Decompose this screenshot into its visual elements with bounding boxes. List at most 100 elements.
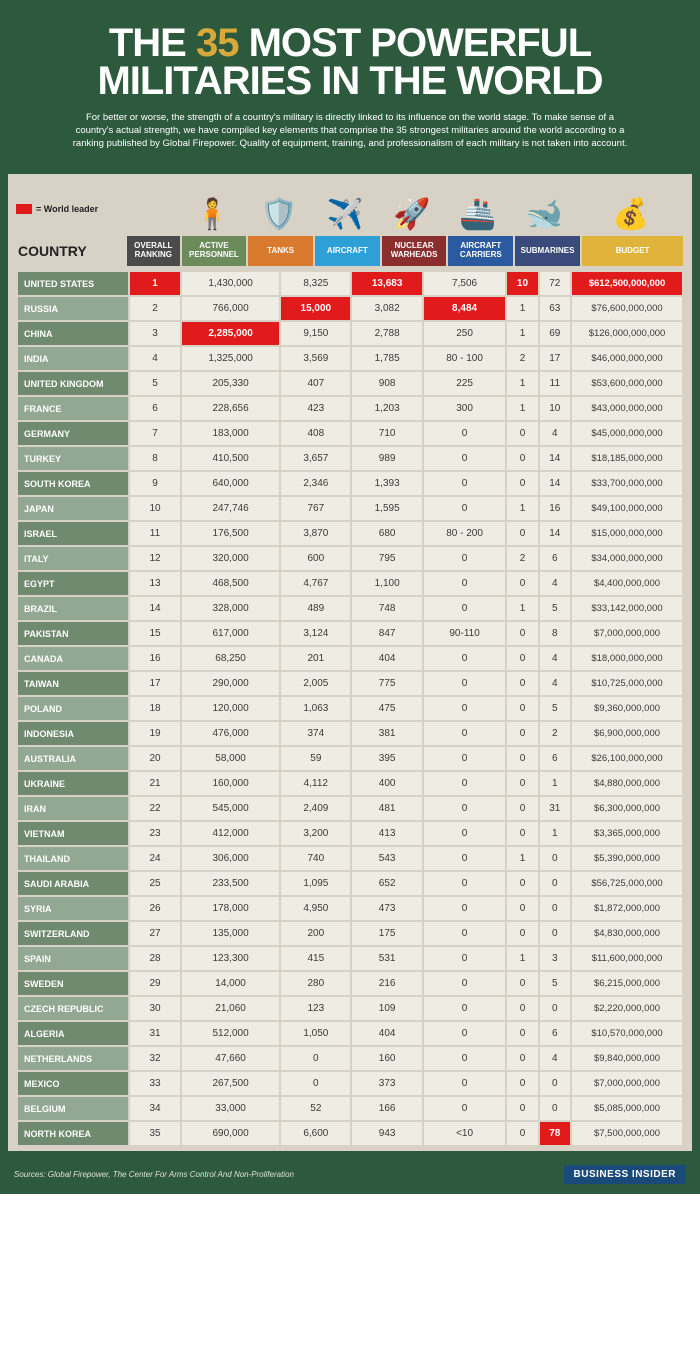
table-row: SAUDI ARABIA25233,5001,095652000$56,725,… (18, 872, 682, 895)
cell-subs: 8 (540, 622, 570, 645)
icon-row: = World leader 🧍🛡️✈️🚀🚢🐋💰 (16, 184, 684, 232)
cell-tanks: 3,200 (281, 822, 350, 845)
cell-carriers: 0 (507, 572, 537, 595)
col-head-aircraft: AIRCRAFT (315, 236, 380, 266)
cell-tanks: 2,346 (281, 472, 350, 495)
cell-budget: $3,365,000,000 (572, 822, 682, 845)
cell-tanks: 767 (281, 497, 350, 520)
country-header: COUNTRY (16, 236, 126, 266)
cell-warheads: 250 (424, 322, 506, 345)
cell-budget: $6,215,000,000 (572, 972, 682, 995)
header-block: THE 35 MOST POWERFUL MILITARIES IN THE W… (0, 0, 700, 166)
table-row: ITALY12320,000600795026$34,000,000,000 (18, 547, 682, 570)
cell-ranking: 31 (130, 1022, 180, 1045)
cell-tanks: 374 (281, 722, 350, 745)
cell-subs: 0 (540, 1072, 570, 1095)
col-head-warheads: NUCLEAR WARHEADS (382, 236, 447, 266)
cell-subs: 16 (540, 497, 570, 520)
cell-personnel: 228,656 (182, 397, 279, 420)
cell-budget: $10,570,000,000 (572, 1022, 682, 1045)
cell-personnel: 21,060 (182, 997, 279, 1020)
cell-warheads: 0 (424, 547, 506, 570)
cell-aircraft: 3,082 (352, 297, 421, 320)
cell-warheads: 0 (424, 422, 506, 445)
table-row: FRANCE6228,6564231,203300110$43,000,000,… (18, 397, 682, 420)
table-row: GERMANY7183,000408710004$45,000,000,000 (18, 422, 682, 445)
country-cell: INDONESIA (18, 722, 128, 745)
cell-subs: 2 (540, 722, 570, 745)
legend-swatch (16, 204, 32, 214)
cell-subs: 5 (540, 972, 570, 995)
country-cell: IRAN (18, 797, 128, 820)
cell-budget: $7,000,000,000 (572, 1072, 682, 1095)
cell-aircraft: 2,788 (352, 322, 421, 345)
cell-ranking: 6 (130, 397, 180, 420)
table-row: SPAIN28123,300415531013$11,600,000,000 (18, 947, 682, 970)
cell-warheads: 0 (424, 897, 506, 920)
cell-budget: $46,000,000,000 (572, 347, 682, 370)
cell-ranking: 11 (130, 522, 180, 545)
cell-subs: 14 (540, 447, 570, 470)
cell-carriers: 0 (507, 1097, 537, 1120)
table-row: ISRAEL11176,5003,87068080 - 200014$15,00… (18, 522, 682, 545)
cell-personnel: 176,500 (182, 522, 279, 545)
cell-aircraft: 481 (352, 797, 421, 820)
cell-carriers: 0 (507, 997, 537, 1020)
country-cell: TAIWAN (18, 672, 128, 695)
cell-ranking: 24 (130, 847, 180, 870)
country-cell: SAUDI ARABIA (18, 872, 128, 895)
cell-personnel: 410,500 (182, 447, 279, 470)
cell-carriers: 0 (507, 472, 537, 495)
cell-aircraft: 381 (352, 722, 421, 745)
cell-personnel: 766,000 (182, 297, 279, 320)
cell-budget: $56,725,000,000 (572, 872, 682, 895)
cell-budget: $7,500,000,000 (572, 1122, 682, 1145)
cell-warheads: 0 (424, 722, 506, 745)
cell-personnel: 690,000 (182, 1122, 279, 1145)
cell-aircraft: 680 (352, 522, 421, 545)
cell-carriers: 0 (507, 622, 537, 645)
intro-text: For better or worse, the strength of a c… (70, 112, 630, 150)
warheads-icon: 🚀 (378, 184, 444, 232)
cell-personnel: 233,500 (182, 872, 279, 895)
cell-tanks: 3,657 (281, 447, 350, 470)
footer: Sources: Global Firepower, The Center Fo… (0, 1159, 700, 1194)
country-cell: POLAND (18, 697, 128, 720)
cell-aircraft: 404 (352, 1022, 421, 1045)
cell-warheads: 0 (424, 572, 506, 595)
country-cell: EGYPT (18, 572, 128, 595)
cell-personnel: 2,285,000 (182, 322, 279, 345)
country-cell: UNITED KINGDOM (18, 372, 128, 395)
cell-personnel: 412,000 (182, 822, 279, 845)
legend-label: = World leader (36, 204, 98, 214)
cell-aircraft: 395 (352, 747, 421, 770)
cell-tanks: 600 (281, 547, 350, 570)
cell-subs: 31 (540, 797, 570, 820)
cell-warheads: 0 (424, 597, 506, 620)
cell-budget: $4,830,000,000 (572, 922, 682, 945)
cell-ranking: 20 (130, 747, 180, 770)
tanks-icon: 🛡️ (246, 184, 312, 232)
cell-warheads: 0 (424, 847, 506, 870)
cell-budget: $18,000,000,000 (572, 647, 682, 670)
cell-budget: $126,000,000,000 (572, 322, 682, 345)
cell-carriers: 0 (507, 522, 537, 545)
cell-carriers: 0 (507, 1122, 537, 1145)
cell-carriers: 0 (507, 797, 537, 820)
country-cell: PAKISTAN (18, 622, 128, 645)
cell-warheads: 90-110 (424, 622, 506, 645)
cell-subs: 17 (540, 347, 570, 370)
legend: = World leader (16, 204, 126, 232)
infographic-page: THE 35 MOST POWERFUL MILITARIES IN THE W… (0, 0, 700, 1194)
cell-ranking: 17 (130, 672, 180, 695)
cell-budget: $2,220,000,000 (572, 997, 682, 1020)
table-row: UKRAINE21160,0004,112400001$4,880,000,00… (18, 772, 682, 795)
table-row: AUSTRALIA2058,00059395006$26,100,000,000 (18, 747, 682, 770)
table-row: RUSSIA2766,00015,0003,0828,484163$76,600… (18, 297, 682, 320)
cell-aircraft: 166 (352, 1097, 421, 1120)
cell-carriers: 0 (507, 772, 537, 795)
table-row: TAIWAN17290,0002,005775004$10,725,000,00… (18, 672, 682, 695)
country-cell: THAILAND (18, 847, 128, 870)
cell-aircraft: 943 (352, 1122, 421, 1145)
cell-tanks: 4,112 (281, 772, 350, 795)
